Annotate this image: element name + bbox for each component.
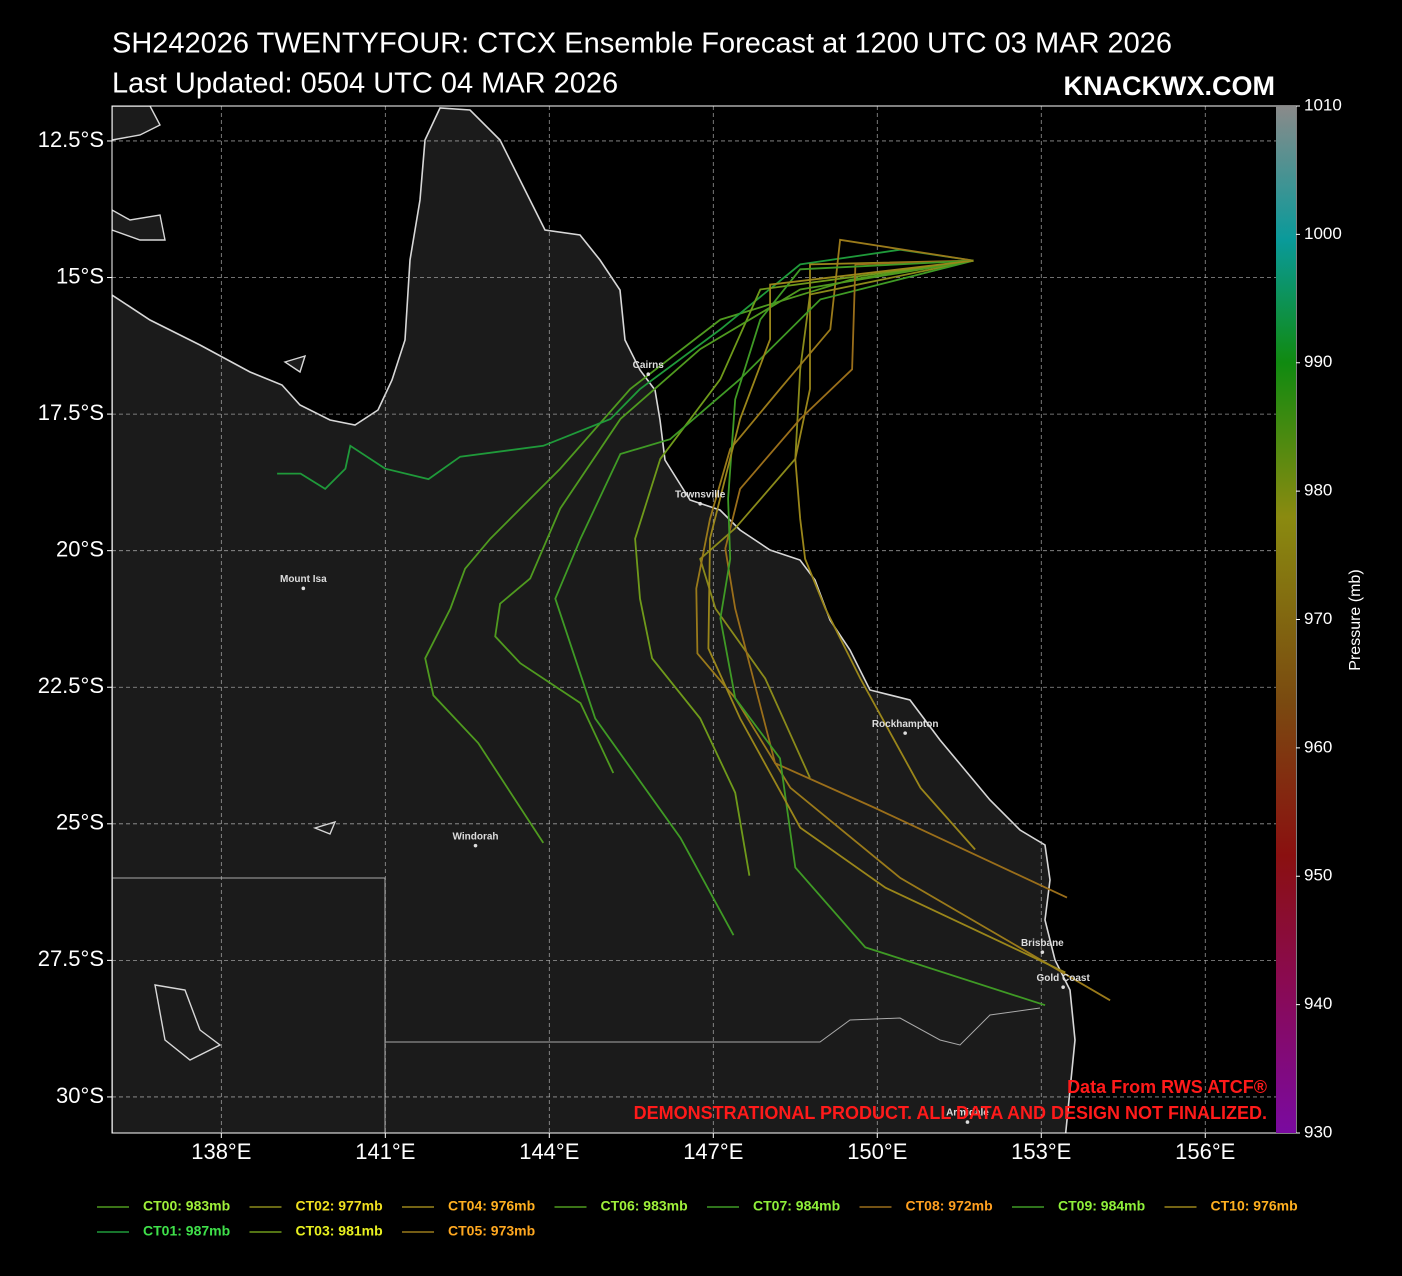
city-dot (1061, 985, 1065, 989)
track (794, 259, 976, 851)
colorbar-label: Pressure (mb) (1347, 569, 1364, 670)
y-tick-label: 27.5°S (38, 946, 104, 971)
city-label: Brisbane (1021, 938, 1064, 949)
track (634, 259, 974, 876)
track (424, 259, 974, 844)
city-label: Gold Coast (1036, 973, 1090, 984)
city-dot (473, 843, 478, 848)
legend-label: CT09: 984mb (1058, 1198, 1145, 1214)
legend-label: CT03: 981mb (296, 1223, 383, 1239)
source-note: Data From RWS ATCF® (1067, 1077, 1267, 1097)
track (494, 259, 974, 774)
island (154, 354, 337, 1061)
legend-label: CT06: 983mb (601, 1198, 688, 1214)
land (112, 107, 1076, 1133)
city-label: Cairns (633, 360, 665, 371)
y-tick-label: 15°S (56, 263, 104, 288)
legend-label: CT00: 983mb (143, 1198, 230, 1214)
colorbar-tick-label: 1010 (1304, 95, 1342, 114)
city-dot (698, 501, 702, 506)
legend-label: CT10: 976mb (1211, 1198, 1298, 1214)
legend-label: CT01: 987mb (143, 1223, 230, 1239)
city-dot (1040, 950, 1045, 954)
y-tick-label: 20°S (56, 536, 104, 561)
city-dot (301, 586, 306, 591)
x-tick-label: 150°E (847, 1139, 907, 1164)
track (724, 259, 1068, 899)
y-tick-label: 30°S (56, 1083, 104, 1108)
colorbar-tick-label: 950 (1304, 866, 1332, 885)
legend-label: CT05: 973mb (448, 1223, 535, 1239)
y-tick-label: 25°S (56, 810, 104, 835)
legend-label: CT08: 972mb (906, 1198, 993, 1214)
track (719, 259, 1046, 1007)
legend-label: CT07: 984mb (753, 1198, 840, 1214)
city-dot (646, 372, 651, 377)
colorbar-tick-label: 1000 (1304, 224, 1342, 243)
disclaimer: DEMONSTRATIONAL PRODUCT. ALL DATA AND DE… (634, 1103, 1267, 1123)
x-tick-label: 153°E (1011, 1139, 1071, 1164)
colorbar-tick-label: 960 (1304, 737, 1332, 756)
map-area: Cairns Townsville Mount Isa Windorah Rockham… (112, 106, 1296, 1133)
legend-label: CT04: 976mb (448, 1198, 535, 1214)
colorbar-tick-label: 990 (1304, 352, 1332, 371)
x-tick-label: 147°E (683, 1139, 743, 1164)
city-label: Rockhampton (872, 719, 939, 730)
city-label: Armidale (946, 1108, 989, 1119)
legend-label: CT02: 977mb (296, 1198, 383, 1214)
y-tick-label: 12.5°S (38, 127, 104, 152)
track (695, 238, 1111, 1002)
track (699, 259, 974, 779)
city-label: Mount Isa (280, 574, 327, 585)
track (707, 259, 1066, 974)
city-dot (903, 731, 907, 735)
city-label: Windorah (453, 831, 499, 842)
x-tick-label: 141°E (355, 1139, 415, 1164)
city-dot (965, 1120, 970, 1124)
land-top-left (112, 106, 166, 241)
x-tick-label: 138°E (191, 1139, 251, 1164)
title: SH242026 TWENTYFOUR: CTCX Ensemble Forec… (112, 28, 1172, 60)
subtitle: Last Updated: 0504 UTC 04 MAR 2026 (112, 68, 618, 100)
brand: KNACKWX.COM (1064, 71, 1275, 101)
colorbar-tick-label: 940 (1304, 994, 1332, 1013)
track (554, 259, 974, 936)
y-tick-label: 17.5°S (38, 400, 104, 425)
track (277, 248, 974, 491)
colorbar (1276, 106, 1296, 1133)
city-label: Townsville (675, 489, 726, 500)
x-tick-label: 144°E (519, 1139, 579, 1164)
colorbar-tick-label: 970 (1304, 609, 1332, 628)
colorbar-tick-label: 930 (1304, 1122, 1332, 1141)
colorbar-tick-label: 980 (1304, 481, 1332, 500)
x-tick-label: 156°E (1175, 1139, 1235, 1164)
y-tick-label: 22.5°S (38, 673, 104, 698)
